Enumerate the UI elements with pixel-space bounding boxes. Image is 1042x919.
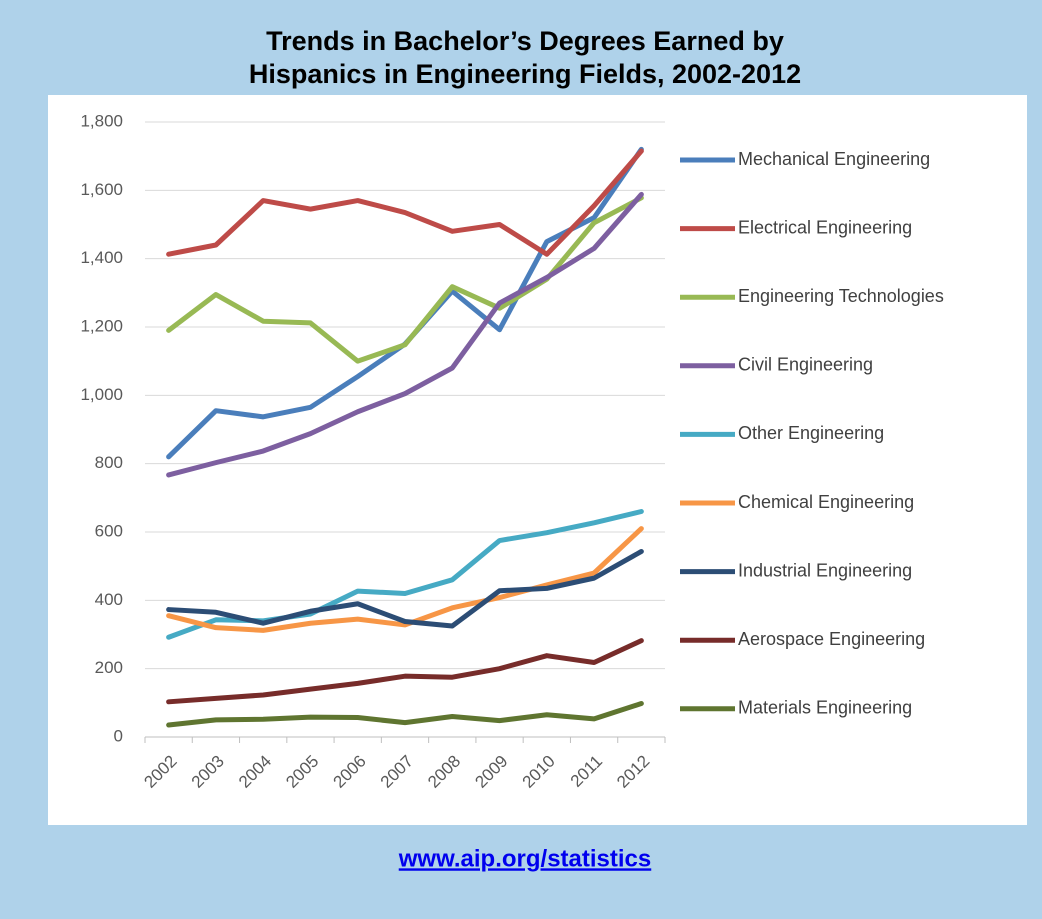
y-tick-label: 400 <box>95 590 123 609</box>
legend-label: Industrial Engineering <box>738 560 912 580</box>
chart-title: Hispanics in Engineering Fields, 2002-20… <box>249 59 801 89</box>
line <box>166 195 644 364</box>
legend-label: Engineering Technologies <box>738 286 944 306</box>
legend-label: Mechanical Engineering <box>738 149 930 169</box>
y-tick-label: 600 <box>95 521 123 540</box>
source-link[interactable]: www.aip.org/statistics <box>398 845 652 872</box>
y-tick-label: 1,800 <box>80 111 123 130</box>
legend-label: Electrical Engineering <box>738 217 912 237</box>
legend-label: Materials Engineering <box>738 698 912 718</box>
line <box>166 638 644 705</box>
legend-label: Aerospace Engineering <box>738 629 925 649</box>
line <box>166 191 644 478</box>
line <box>166 148 644 257</box>
y-tick-label: 1,000 <box>80 385 123 404</box>
y-tick-label: 0 <box>114 726 123 745</box>
legend-label: Other Engineering <box>738 423 884 443</box>
y-tick-label: 1,600 <box>80 180 123 199</box>
y-tick-label: 1,200 <box>80 316 123 335</box>
chart-panel <box>48 95 1027 825</box>
line <box>166 701 644 728</box>
y-tick-label: 1,400 <box>80 248 123 267</box>
y-tick-label: 800 <box>95 453 123 472</box>
line <box>166 548 644 629</box>
line <box>166 526 644 633</box>
chart-title: Trends in Bachelor’s Degrees Earned by <box>266 26 784 56</box>
legend-label: Civil Engineering <box>738 355 873 375</box>
legend-label: Chemical Engineering <box>738 492 914 512</box>
y-tick-label: 200 <box>95 658 123 677</box>
